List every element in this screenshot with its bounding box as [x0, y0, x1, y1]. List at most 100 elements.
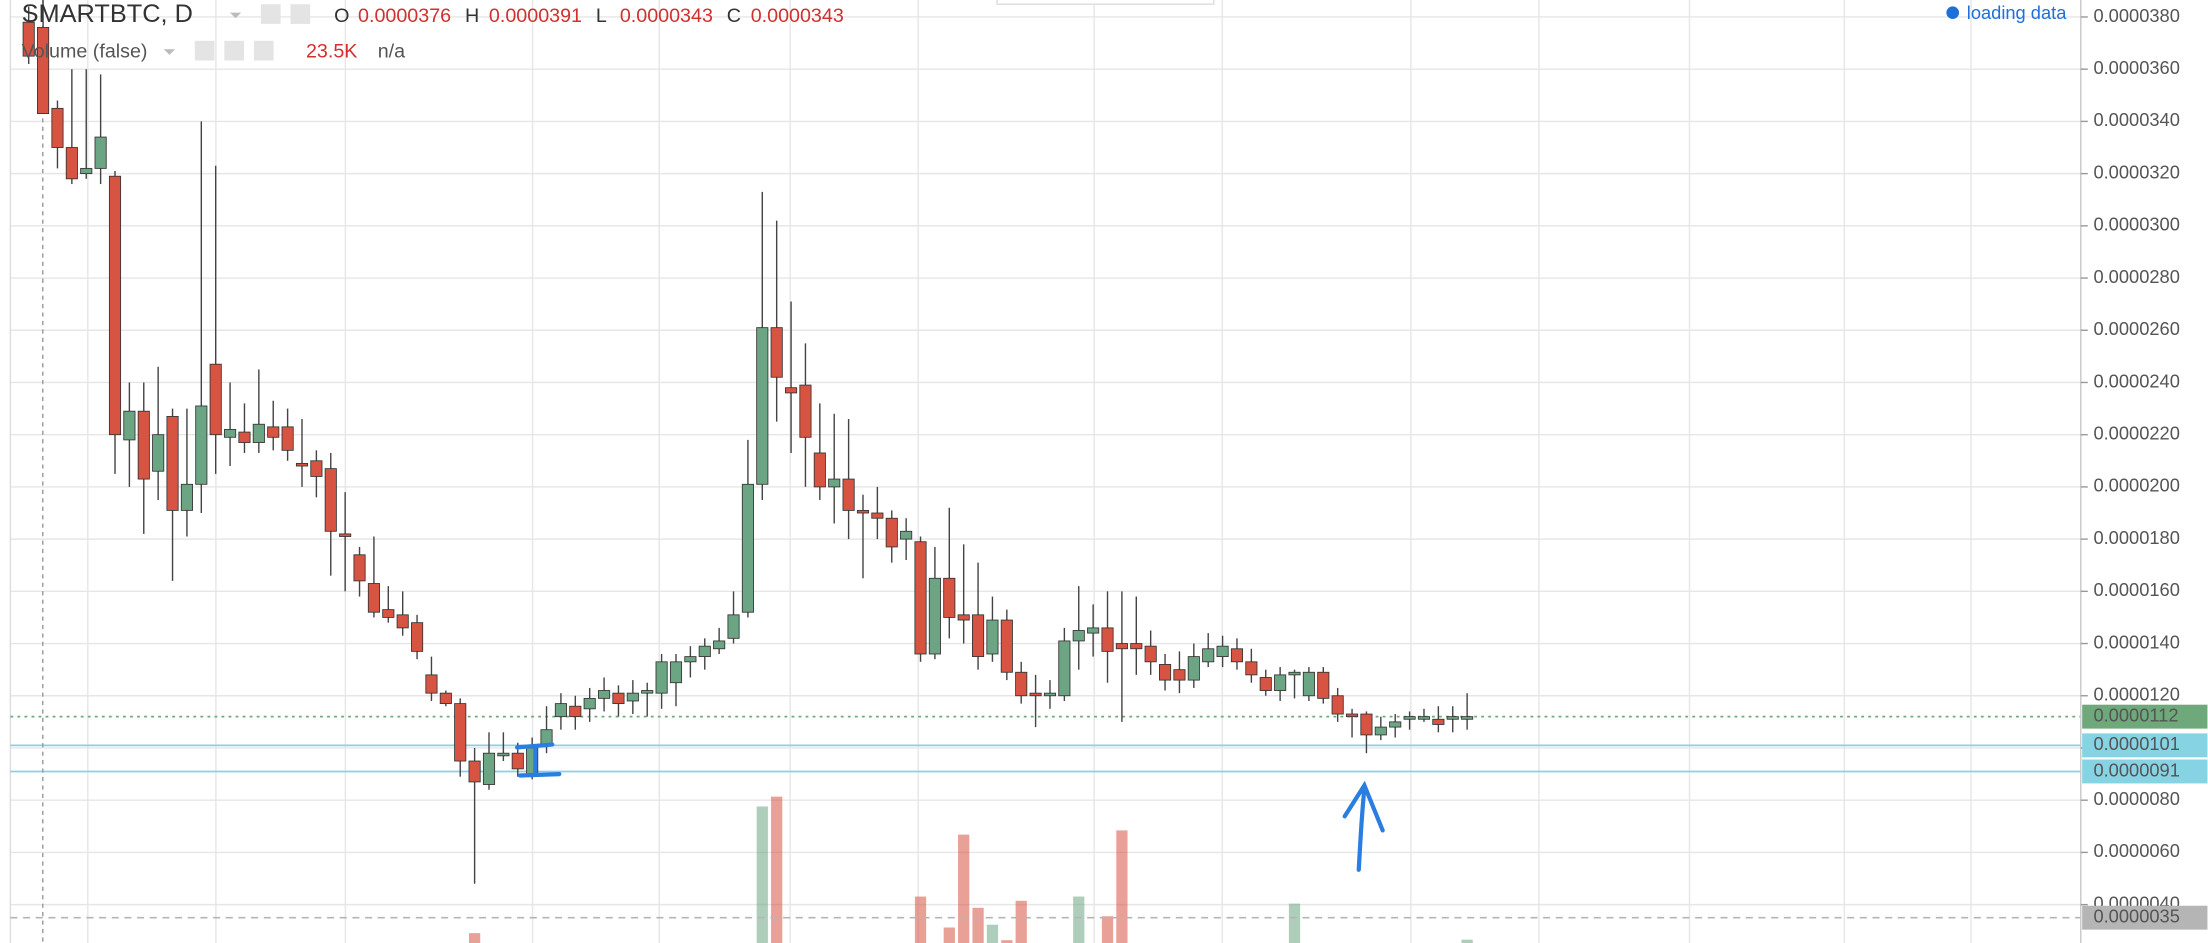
candle-body	[339, 533, 352, 537]
price-label: 0.0000035	[2093, 906, 2179, 927]
icon[interactable]	[253, 40, 274, 61]
candle-body	[871, 512, 884, 519]
candle-body	[137, 410, 150, 480]
candle-body	[626, 692, 639, 702]
candle-body	[1331, 695, 1344, 715]
candle-body	[1288, 671, 1301, 676]
icon[interactable]	[224, 40, 245, 61]
candle-body	[569, 705, 582, 718]
legend-value: 0.0000343	[751, 5, 844, 27]
candle-body	[1144, 645, 1157, 663]
candle-body	[1000, 619, 1013, 673]
y-tick-label: 0.0000060	[2093, 840, 2179, 861]
candle-body	[741, 483, 754, 613]
candle-body	[195, 405, 208, 485]
volume-bar	[943, 927, 955, 943]
candle-body	[238, 431, 251, 443]
candle-body	[295, 462, 309, 467]
dropdown[interactable]	[163, 49, 176, 55]
legend-value: 0.0000343	[620, 5, 713, 27]
volume-title: Volume (false)	[22, 40, 148, 62]
candle-body	[1202, 648, 1215, 663]
price-label-box	[2082, 759, 2208, 784]
dropdown[interactable]	[229, 12, 242, 19]
candle-body	[1159, 664, 1172, 681]
candle-body	[425, 674, 438, 694]
legend-value: 0.0000391	[489, 5, 582, 27]
candle-body	[267, 426, 280, 438]
y-tick-label: 0.0000260	[2093, 318, 2179, 339]
y-tick-label: 0.0000380	[2093, 5, 2179, 26]
volume-bar	[1116, 830, 1128, 943]
candle-body	[22, 21, 35, 57]
legend-key: O	[334, 5, 349, 27]
candle-body	[382, 609, 395, 618]
candle-body	[80, 167, 93, 175]
candle-body	[1015, 671, 1028, 697]
candle-body	[1446, 716, 1459, 720]
toolbar-tab[interactable]	[996, 0, 1215, 5]
candle-body	[698, 645, 711, 658]
candle-body	[713, 640, 726, 650]
price-label-box	[2082, 733, 2208, 758]
candle-body	[612, 692, 625, 705]
candle-body	[367, 583, 380, 613]
legend-key: C	[727, 5, 741, 27]
y-tick-label: 0.0000140	[2093, 631, 2179, 652]
candle-body	[497, 752, 510, 757]
candle-body	[166, 415, 179, 511]
candle-body	[684, 656, 697, 663]
candle-body	[1274, 674, 1287, 691]
candle-body	[770, 327, 783, 378]
candle-body	[1360, 713, 1373, 736]
candle-body	[310, 460, 323, 477]
candle-body	[900, 530, 913, 540]
candle-body	[856, 509, 870, 514]
price-axis-labels: 0.0000380 0.0000360 0.0000340 0.0000320 0.00…	[2080, 5, 2208, 930]
y-tick-label: 0.0000300	[2093, 214, 2179, 235]
candle-body	[123, 410, 136, 441]
candle-body	[972, 614, 985, 658]
candle-body	[482, 752, 496, 785]
candle-body	[65, 147, 78, 180]
candle-body	[957, 614, 970, 621]
price-label-box	[2082, 704, 2208, 729]
candle-body	[468, 760, 481, 783]
candle-body	[785, 387, 798, 394]
status-dot	[1946, 6, 1960, 20]
icon[interactable]	[290, 4, 311, 24]
candle-body	[1072, 630, 1085, 642]
icon[interactable]	[194, 40, 215, 61]
y-tick-label: 0.0000280	[2093, 266, 2179, 287]
candle-body	[1130, 643, 1143, 650]
candle-body	[928, 577, 941, 655]
legend-value: 0.0000376	[358, 5, 451, 27]
y-tick-label: 0.0000340	[2093, 109, 2179, 130]
candle-body	[511, 752, 524, 770]
y-tick-label: 0.0000080	[2093, 788, 2179, 809]
bracket-annotation	[514, 742, 562, 778]
candle-body	[669, 661, 683, 684]
candles	[22, 0, 1474, 884]
candle-body	[986, 619, 999, 655]
candle-body	[439, 692, 452, 705]
volume-bar	[468, 933, 481, 943]
volume-bar	[756, 806, 768, 943]
candle-body	[94, 136, 107, 169]
candle-body	[943, 577, 956, 618]
price-lines	[10, 715, 2081, 919]
volume-bar	[1461, 939, 1473, 943]
candle-body	[51, 107, 64, 148]
candle-body	[1043, 692, 1057, 697]
candle-body	[1461, 716, 1474, 720]
candle-body	[914, 541, 927, 655]
y-tick-label: 0.0000180	[2093, 527, 2179, 548]
volume-bar	[1015, 900, 1027, 943]
volume-value: 23.5K	[306, 40, 357, 62]
volume-pane	[468, 796, 1473, 943]
legend-key: L	[596, 5, 607, 27]
icon[interactable]	[260, 4, 281, 24]
arrow-annotation	[1342, 780, 1385, 872]
candle-body	[554, 703, 567, 718]
